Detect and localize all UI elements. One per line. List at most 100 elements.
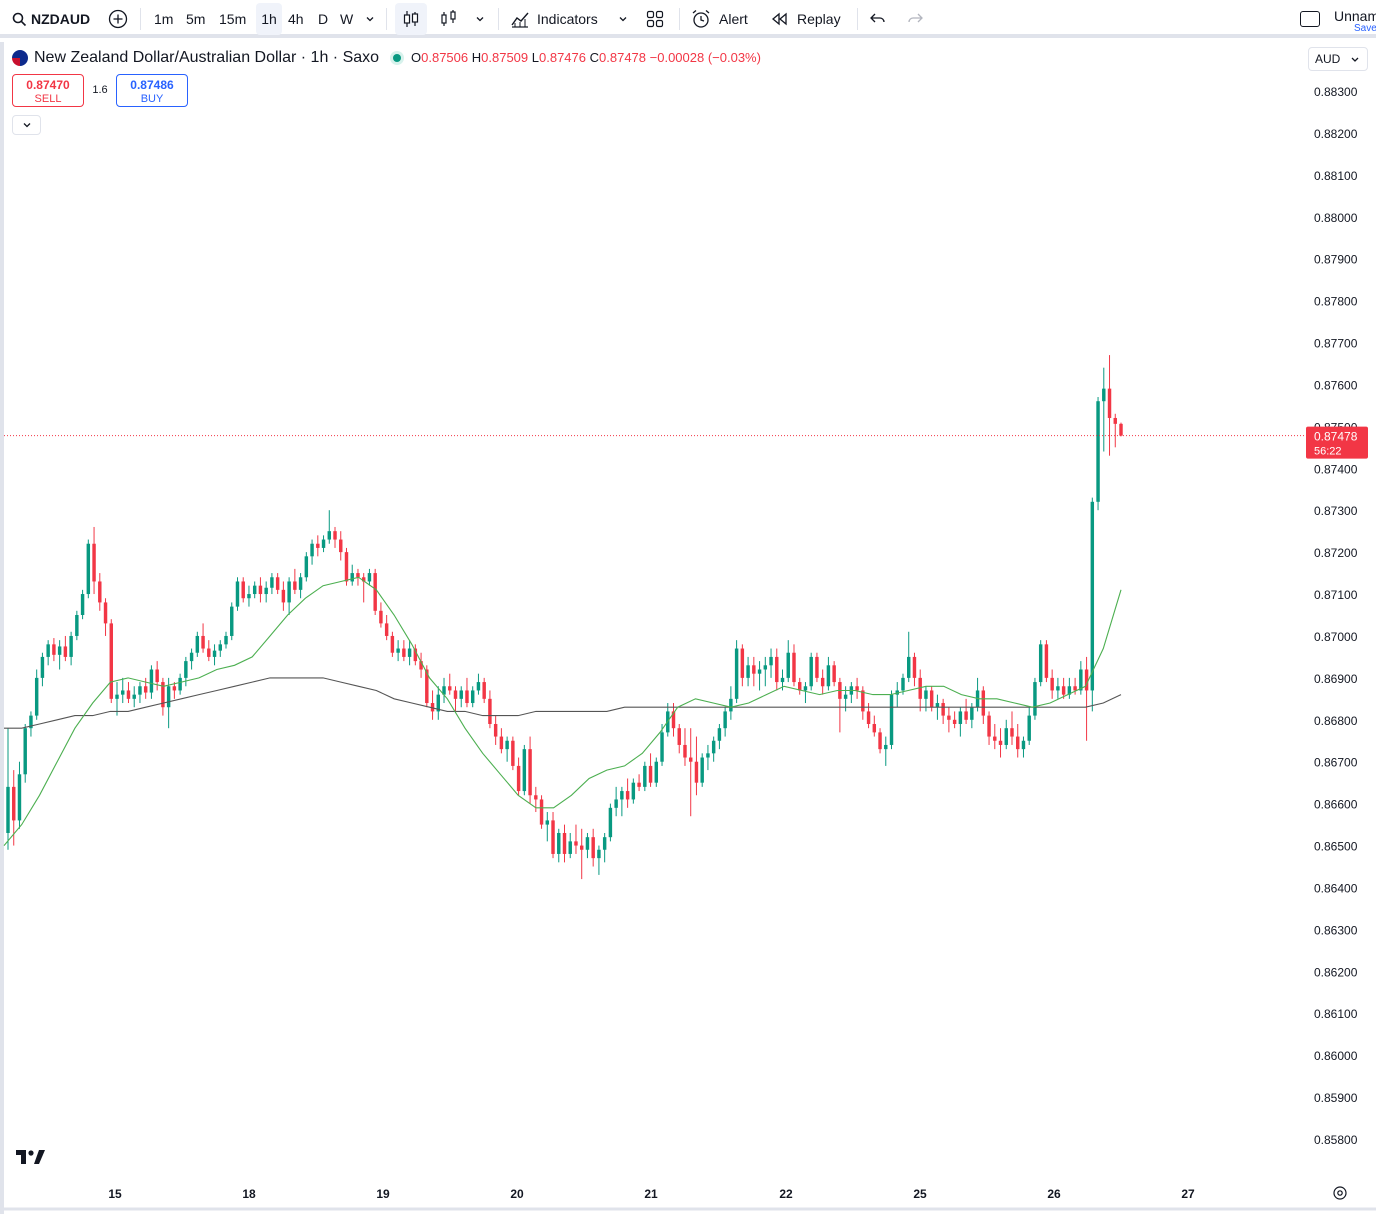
candles-chart-type-button[interactable] <box>395 3 427 35</box>
candle <box>470 686 475 708</box>
candle-body <box>327 531 331 540</box>
candle-body <box>534 795 538 800</box>
last-price-badge <box>1306 426 1368 459</box>
templates-button[interactable] <box>646 0 664 38</box>
candle-body <box>207 648 211 657</box>
candle-body <box>907 656 911 678</box>
candle <box>912 652 917 687</box>
interval-4h[interactable]: 4h <box>288 11 304 27</box>
symbol-title[interactable]: New Zealand Dollar/Australian Dollar · 1… <box>34 49 380 66</box>
candle <box>884 736 888 766</box>
symbol-search-button[interactable]: NZDAUD <box>12 0 90 38</box>
candle <box>275 573 280 595</box>
interval-1h[interactable]: 1h <box>256 3 282 35</box>
interval-w[interactable]: W <box>340 11 354 27</box>
sell-price: 0.87470 <box>26 78 70 92</box>
candle <box>551 812 555 859</box>
candle-body <box>92 543 96 582</box>
candle <box>258 577 263 603</box>
candle-body <box>384 623 389 636</box>
price-tick-label: 0.86700 <box>1314 756 1358 770</box>
toolbar-divider <box>498 8 499 30</box>
candle-body <box>562 832 567 854</box>
candle <box>820 669 825 695</box>
candle <box>729 686 733 720</box>
candle <box>694 736 699 796</box>
candle-body <box>413 648 418 662</box>
candle-body <box>677 728 681 745</box>
candle-body <box>75 615 79 636</box>
candle <box>574 824 578 854</box>
interval-dropdown-button[interactable] <box>364 0 376 38</box>
save-link[interactable]: Save <box>1354 23 1376 34</box>
candle-body <box>872 723 877 733</box>
settings-gear-icon[interactable] <box>1333 1186 1347 1200</box>
candle <box>92 526 96 595</box>
candle-body <box>1084 669 1089 691</box>
candle <box>889 690 894 750</box>
candle-body <box>224 635 228 645</box>
candle <box>270 573 274 595</box>
candle <box>1090 497 1095 712</box>
layout-checkbox-icon[interactable] <box>1300 11 1320 27</box>
candle-body <box>264 587 268 595</box>
candle <box>1061 677 1066 699</box>
candle-body <box>866 711 871 724</box>
collapse-legend-button[interactable] <box>12 115 41 135</box>
candle <box>958 707 963 737</box>
currency-select[interactable]: AUD <box>1308 47 1368 71</box>
candle <box>361 573 366 603</box>
indicators-dropdown-button[interactable] <box>617 0 629 38</box>
candle-body <box>551 820 555 854</box>
price-tick-label: 0.86100 <box>1314 1007 1358 1021</box>
interval-15m[interactable]: 15m <box>219 11 247 27</box>
buy-button[interactable]: 0.87486 BUY <box>116 74 188 107</box>
candle <box>316 535 320 557</box>
chevron-down-icon <box>1351 57 1359 62</box>
price-tick-label: 0.87600 <box>1314 378 1358 392</box>
gear-hub <box>1337 1190 1343 1196</box>
candle-body <box>757 669 762 674</box>
candle <box>344 547 349 586</box>
interval-1m[interactable]: 1m <box>154 11 174 27</box>
candle-body <box>528 749 532 796</box>
redo-button[interactable] <box>906 0 924 38</box>
candle-body <box>1061 686 1066 695</box>
candle <box>63 635 68 662</box>
candle-body <box>660 732 664 762</box>
candle-body <box>499 736 504 750</box>
candle <box>752 656 756 687</box>
indicators-button[interactable]: Indicators <box>510 0 598 38</box>
alert-button[interactable]: Alert <box>691 0 748 38</box>
candle-body <box>780 677 785 683</box>
candle-body <box>419 661 423 670</box>
candle <box>373 568 377 615</box>
time-tick-label: 27 <box>1181 1187 1195 1201</box>
candle <box>178 673 182 695</box>
replay-button[interactable]: Replay <box>770 0 841 38</box>
candle <box>367 568 372 586</box>
candle-body <box>1044 644 1049 678</box>
candle-body <box>734 648 739 699</box>
interval-d[interactable]: D <box>318 11 329 27</box>
candle-body <box>189 652 194 662</box>
candle-body <box>356 573 360 578</box>
time-tick-label: 19 <box>376 1187 390 1201</box>
candle <box>287 577 291 615</box>
candle-body <box>166 686 171 708</box>
sell-button[interactable]: 0.87470 SELL <box>12 74 84 107</box>
interval-5m[interactable]: 5m <box>186 11 206 27</box>
candle <box>1084 656 1089 741</box>
chart-type-dropdown-button[interactable] <box>474 0 486 38</box>
candle-body <box>1067 686 1072 695</box>
price-tick-label: 0.87300 <box>1314 504 1358 518</box>
candle-body <box>643 765 647 787</box>
candle-body <box>717 728 722 741</box>
undo-button[interactable] <box>869 0 887 38</box>
candle-body <box>987 715 991 737</box>
layout-name[interactable]: Unnam <box>1334 8 1376 24</box>
compare-symbol-button[interactable] <box>108 0 128 38</box>
logo-part <box>28 1150 34 1156</box>
bar-chart-type-button[interactable] <box>440 0 458 38</box>
